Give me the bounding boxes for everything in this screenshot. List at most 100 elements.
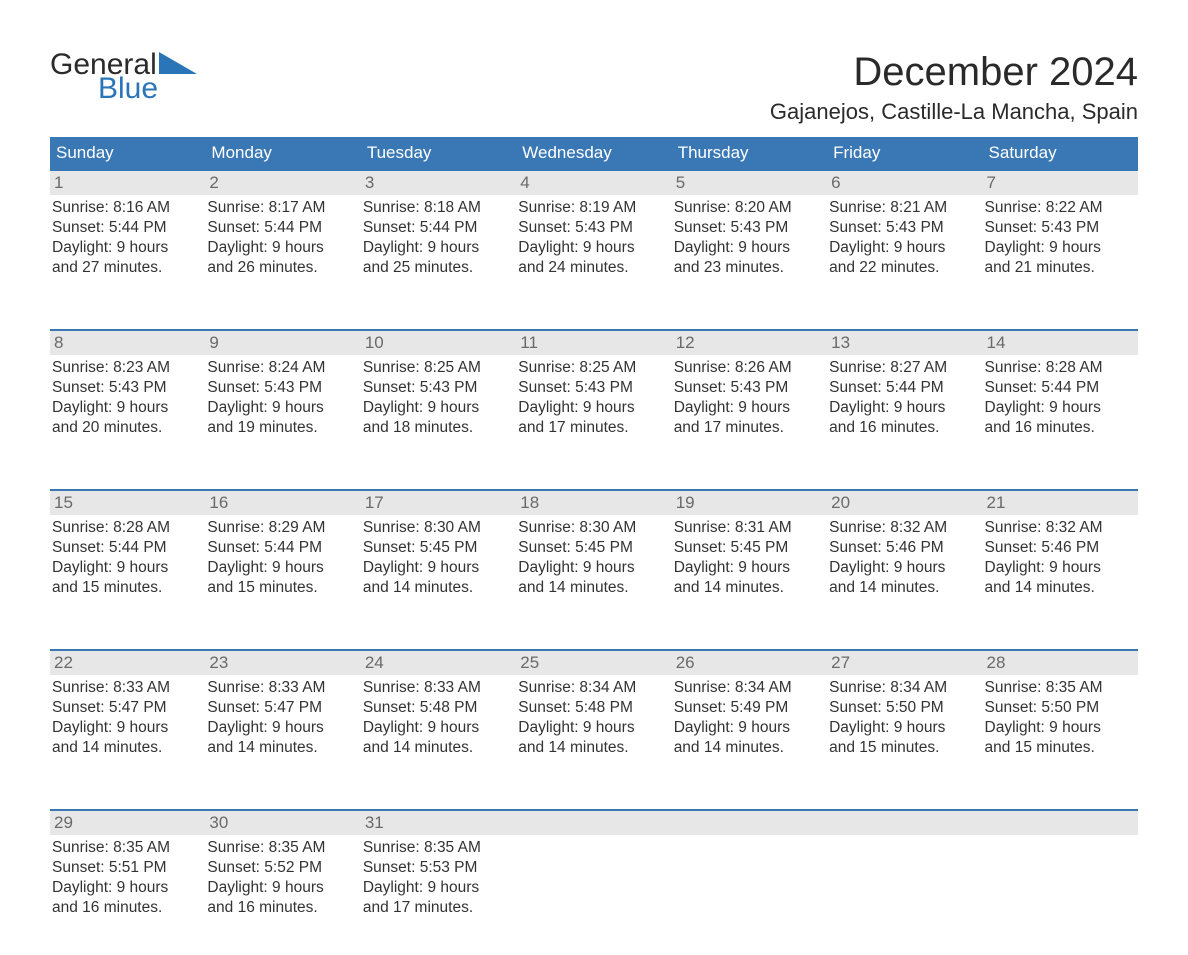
daylight-line2: and 16 minutes. <box>985 418 1132 438</box>
day-number: 1 <box>50 171 205 195</box>
sunset-line: Sunset: 5:45 PM <box>363 538 510 558</box>
day-number <box>827 811 982 835</box>
daylight-line1: Daylight: 9 hours <box>829 558 976 578</box>
dow-header: Thursday <box>672 137 827 169</box>
daylight-line2: and 24 minutes. <box>518 258 665 278</box>
sunset-line: Sunset: 5:52 PM <box>207 858 354 878</box>
daylight-line1: Daylight: 9 hours <box>52 558 199 578</box>
daylight-line2: and 14 minutes. <box>363 738 510 758</box>
sunrise-line: Sunrise: 8:33 AM <box>363 678 510 698</box>
daylight-line2: and 16 minutes. <box>52 898 199 918</box>
calendar-day: Sunrise: 8:33 AMSunset: 5:47 PMDaylight:… <box>50 675 205 795</box>
daylight-line2: and 23 minutes. <box>674 258 821 278</box>
daylight-line1: Daylight: 9 hours <box>363 398 510 418</box>
day-number: 9 <box>205 331 360 355</box>
sunrise-line: Sunrise: 8:29 AM <box>207 518 354 538</box>
sunrise-line: Sunrise: 8:34 AM <box>829 678 976 698</box>
day-number: 8 <box>50 331 205 355</box>
header: General Blue December 2024 Gajanejos, Ca… <box>50 50 1138 125</box>
day-number: 22 <box>50 651 205 675</box>
calendar-day: Sunrise: 8:35 AMSunset: 5:52 PMDaylight:… <box>205 835 360 955</box>
calendar-day: Sunrise: 8:19 AMSunset: 5:43 PMDaylight:… <box>516 195 671 315</box>
calendar-day <box>827 835 982 955</box>
sunset-line: Sunset: 5:44 PM <box>207 538 354 558</box>
sunset-line: Sunset: 5:53 PM <box>363 858 510 878</box>
daylight-line1: Daylight: 9 hours <box>985 238 1132 258</box>
sunrise-line: Sunrise: 8:35 AM <box>985 678 1132 698</box>
daynum-row: 15161718192021 <box>50 491 1138 515</box>
day-number: 19 <box>672 491 827 515</box>
calendar-day: Sunrise: 8:28 AMSunset: 5:44 PMDaylight:… <box>983 355 1138 475</box>
sunrise-line: Sunrise: 8:32 AM <box>829 518 976 538</box>
sunrise-line: Sunrise: 8:30 AM <box>363 518 510 538</box>
sunset-line: Sunset: 5:43 PM <box>829 218 976 238</box>
daylight-line1: Daylight: 9 hours <box>985 398 1132 418</box>
brand-line2: Blue <box>98 74 197 104</box>
daynum-row: 22232425262728 <box>50 651 1138 675</box>
daylight-line2: and 16 minutes. <box>829 418 976 438</box>
daylight-line1: Daylight: 9 hours <box>52 878 199 898</box>
daylight-line1: Daylight: 9 hours <box>363 878 510 898</box>
day-number: 28 <box>983 651 1138 675</box>
sunset-line: Sunset: 5:43 PM <box>363 378 510 398</box>
sunrise-line: Sunrise: 8:35 AM <box>52 838 199 858</box>
calendar-day: Sunrise: 8:21 AMSunset: 5:43 PMDaylight:… <box>827 195 982 315</box>
sunset-line: Sunset: 5:44 PM <box>829 378 976 398</box>
calendar-day: Sunrise: 8:29 AMSunset: 5:44 PMDaylight:… <box>205 515 360 635</box>
sunrise-line: Sunrise: 8:35 AM <box>207 838 354 858</box>
calendar-day <box>672 835 827 955</box>
sunrise-line: Sunrise: 8:18 AM <box>363 198 510 218</box>
day-number: 11 <box>516 331 671 355</box>
daylight-line1: Daylight: 9 hours <box>363 558 510 578</box>
daylight-line2: and 21 minutes. <box>985 258 1132 278</box>
sunset-line: Sunset: 5:44 PM <box>985 378 1132 398</box>
sunrise-line: Sunrise: 8:33 AM <box>52 678 199 698</box>
calendar-day: Sunrise: 8:35 AMSunset: 5:53 PMDaylight:… <box>361 835 516 955</box>
sunrise-line: Sunrise: 8:20 AM <box>674 198 821 218</box>
calendar-day: Sunrise: 8:30 AMSunset: 5:45 PMDaylight:… <box>516 515 671 635</box>
daylight-line2: and 25 minutes. <box>363 258 510 278</box>
calendar-day: Sunrise: 8:27 AMSunset: 5:44 PMDaylight:… <box>827 355 982 475</box>
page-title: December 2024 <box>770 50 1138 95</box>
calendar-day: Sunrise: 8:32 AMSunset: 5:46 PMDaylight:… <box>983 515 1138 635</box>
daylight-line1: Daylight: 9 hours <box>52 238 199 258</box>
sunset-line: Sunset: 5:43 PM <box>674 218 821 238</box>
daylight-line2: and 20 minutes. <box>52 418 199 438</box>
calendar-day: Sunrise: 8:24 AMSunset: 5:43 PMDaylight:… <box>205 355 360 475</box>
sunset-line: Sunset: 5:47 PM <box>207 698 354 718</box>
sunset-line: Sunset: 5:48 PM <box>518 698 665 718</box>
day-number: 3 <box>361 171 516 195</box>
daylight-line1: Daylight: 9 hours <box>363 238 510 258</box>
sunset-line: Sunset: 5:47 PM <box>52 698 199 718</box>
calendar-day: Sunrise: 8:28 AMSunset: 5:44 PMDaylight:… <box>50 515 205 635</box>
sunset-line: Sunset: 5:43 PM <box>52 378 199 398</box>
daylight-line2: and 15 minutes. <box>207 578 354 598</box>
daylight-line2: and 26 minutes. <box>207 258 354 278</box>
daylight-line2: and 14 minutes. <box>363 578 510 598</box>
sunrise-line: Sunrise: 8:16 AM <box>52 198 199 218</box>
daylight-line2: and 17 minutes. <box>518 418 665 438</box>
day-number: 18 <box>516 491 671 515</box>
calendar-day: Sunrise: 8:35 AMSunset: 5:50 PMDaylight:… <box>983 675 1138 795</box>
daylight-line2: and 14 minutes. <box>829 578 976 598</box>
daylight-line2: and 15 minutes. <box>52 578 199 598</box>
daylight-line2: and 27 minutes. <box>52 258 199 278</box>
daylight-line1: Daylight: 9 hours <box>207 238 354 258</box>
dow-header: Friday <box>827 137 982 169</box>
day-number: 14 <box>983 331 1138 355</box>
sunset-line: Sunset: 5:51 PM <box>52 858 199 878</box>
daylight-line1: Daylight: 9 hours <box>985 558 1132 578</box>
day-number: 31 <box>361 811 516 835</box>
sunset-line: Sunset: 5:44 PM <box>52 218 199 238</box>
daylight-line1: Daylight: 9 hours <box>52 398 199 418</box>
daylight-line1: Daylight: 9 hours <box>674 558 821 578</box>
day-number: 15 <box>50 491 205 515</box>
calendar-day: Sunrise: 8:18 AMSunset: 5:44 PMDaylight:… <box>361 195 516 315</box>
sunset-line: Sunset: 5:45 PM <box>518 538 665 558</box>
daylight-line2: and 15 minutes. <box>829 738 976 758</box>
calendar-day: Sunrise: 8:30 AMSunset: 5:45 PMDaylight:… <box>361 515 516 635</box>
daylight-line1: Daylight: 9 hours <box>829 238 976 258</box>
daylight-line1: Daylight: 9 hours <box>207 718 354 738</box>
brand-logo: General Blue <box>50 50 197 104</box>
sunrise-line: Sunrise: 8:25 AM <box>363 358 510 378</box>
